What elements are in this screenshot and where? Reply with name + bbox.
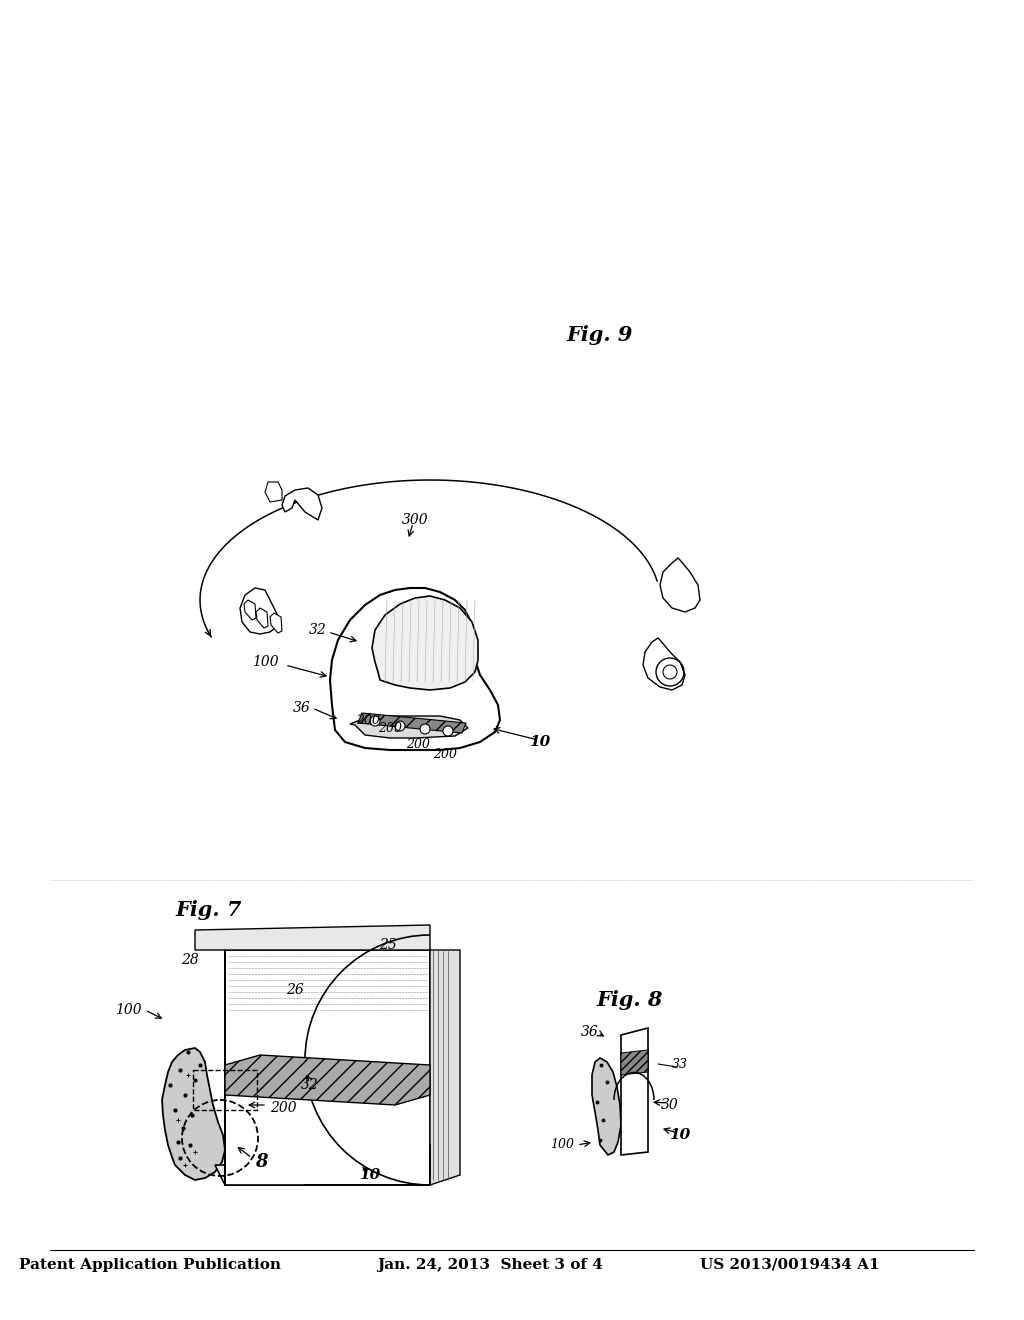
Polygon shape bbox=[282, 488, 322, 520]
Text: 25: 25 bbox=[379, 939, 397, 952]
Polygon shape bbox=[215, 1166, 430, 1185]
Text: 300: 300 bbox=[401, 513, 428, 527]
Polygon shape bbox=[358, 713, 466, 733]
Polygon shape bbox=[660, 558, 700, 612]
Text: 10: 10 bbox=[670, 1129, 690, 1142]
Text: Fig. 9: Fig. 9 bbox=[567, 325, 633, 345]
Circle shape bbox=[443, 726, 453, 737]
Text: Patent Application Publication: Patent Application Publication bbox=[19, 1258, 281, 1272]
Text: 200: 200 bbox=[406, 738, 430, 751]
Text: Jan. 24, 2013  Sheet 3 of 4: Jan. 24, 2013 Sheet 3 of 4 bbox=[377, 1258, 603, 1272]
Text: 200: 200 bbox=[270, 1101, 297, 1115]
Text: US 2013/0019434 A1: US 2013/0019434 A1 bbox=[700, 1258, 880, 1272]
Text: 32: 32 bbox=[301, 1078, 318, 1092]
Text: 28: 28 bbox=[181, 953, 199, 968]
Text: 200: 200 bbox=[356, 714, 380, 726]
Text: 100: 100 bbox=[115, 1003, 141, 1016]
Circle shape bbox=[370, 715, 380, 726]
Polygon shape bbox=[240, 587, 280, 634]
Polygon shape bbox=[270, 612, 282, 634]
Circle shape bbox=[395, 721, 406, 731]
Polygon shape bbox=[225, 1055, 430, 1105]
Text: 8: 8 bbox=[255, 1152, 267, 1171]
Polygon shape bbox=[162, 1048, 225, 1180]
Polygon shape bbox=[372, 597, 478, 690]
Text: 33: 33 bbox=[672, 1059, 688, 1072]
Polygon shape bbox=[350, 715, 468, 738]
Polygon shape bbox=[430, 950, 460, 1185]
Text: 10: 10 bbox=[359, 1168, 381, 1181]
Text: 100: 100 bbox=[550, 1138, 574, 1151]
Text: 200: 200 bbox=[378, 722, 402, 734]
Text: 26: 26 bbox=[286, 983, 304, 997]
Polygon shape bbox=[643, 638, 685, 690]
Text: 10: 10 bbox=[529, 735, 551, 748]
Text: 200: 200 bbox=[433, 748, 457, 762]
Polygon shape bbox=[265, 482, 282, 502]
Text: 32: 32 bbox=[309, 623, 327, 638]
Polygon shape bbox=[225, 950, 430, 1185]
Text: 30: 30 bbox=[662, 1098, 679, 1111]
Polygon shape bbox=[621, 1049, 648, 1074]
Polygon shape bbox=[195, 925, 430, 950]
Polygon shape bbox=[256, 609, 268, 628]
Text: Fig. 8: Fig. 8 bbox=[597, 990, 664, 1010]
Text: 36: 36 bbox=[293, 701, 311, 715]
Polygon shape bbox=[592, 1059, 621, 1155]
Polygon shape bbox=[244, 601, 256, 620]
Text: 36: 36 bbox=[582, 1026, 599, 1039]
Polygon shape bbox=[621, 1028, 648, 1155]
Polygon shape bbox=[330, 587, 500, 750]
Text: Fig. 7: Fig. 7 bbox=[175, 900, 242, 920]
Circle shape bbox=[420, 723, 430, 734]
Text: 100: 100 bbox=[252, 655, 279, 669]
